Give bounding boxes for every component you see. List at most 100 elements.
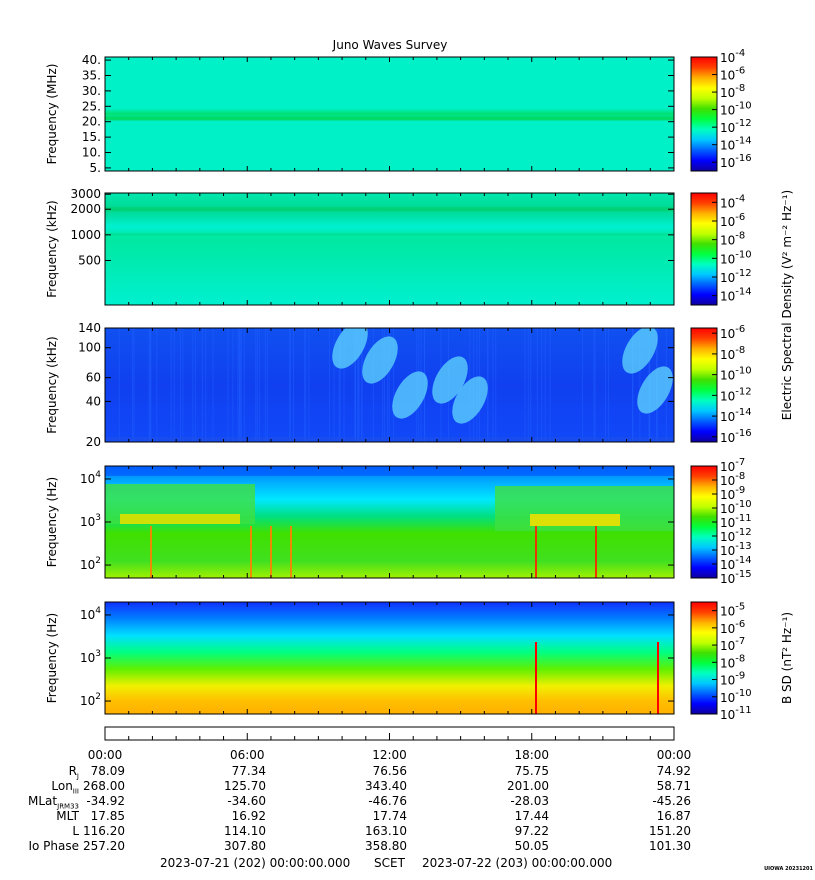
ephemeris-value: 75.75 bbox=[514, 764, 549, 778]
colorbar-4: 10-710-810-910-1010-1110-1210-1310-1410-… bbox=[690, 457, 752, 586]
ephemeris-label-4: L bbox=[72, 824, 79, 838]
time-tick-label: 00:00 bbox=[88, 748, 123, 762]
colorbar-tick-label: 10-7 bbox=[720, 457, 745, 474]
footer-end-time: 2023-07-22 (203) 00:00:00.000 bbox=[422, 856, 613, 870]
ephemeris-value: 16.87 bbox=[656, 809, 691, 823]
ephemeris-value: 257.20 bbox=[83, 839, 125, 853]
electric-colorbar-title: Electric Spectral Density (V² m⁻² Hz⁻¹) bbox=[780, 190, 794, 420]
ephemeris-value: 50.05 bbox=[514, 839, 549, 853]
colorbar-tick-label: 10-6 bbox=[720, 66, 745, 83]
colorbar-tick-label: 10-16 bbox=[720, 153, 752, 170]
spectrogram-image-1 bbox=[105, 57, 674, 171]
spectrogram-panel-1: 5.10. 15.20. 25.30. 35.40. Frequency (MHz) 10… bbox=[45, 48, 752, 175]
ephemeris-value: 163.10 bbox=[365, 824, 407, 838]
ephemeris-value: 97.22 bbox=[514, 824, 549, 838]
ytick-label: 103 bbox=[80, 649, 101, 665]
colorbar-tick-label: 10-5 bbox=[720, 602, 745, 619]
ytick-label: 20 bbox=[86, 435, 101, 449]
colorbar-tick-label: 10-15 bbox=[720, 569, 752, 586]
y-axis-label: Frequency (Hz) bbox=[45, 613, 59, 704]
ephemeris-value: 76.56 bbox=[372, 764, 407, 778]
ephemeris-label-5: Io Phase bbox=[28, 839, 79, 853]
colorbar-tick-label: 10-12 bbox=[720, 268, 752, 285]
y-axis-label: Frequency (kHz) bbox=[45, 336, 59, 433]
ytick-label: 40. bbox=[82, 53, 101, 67]
ephemeris-label-3: MLT bbox=[56, 809, 79, 823]
figure-title: Juno Waves Survey bbox=[332, 38, 448, 52]
ytick-label: 103 bbox=[80, 513, 101, 529]
ephemeris-label-2: MLatJRM33 bbox=[28, 794, 79, 811]
footer-start-time: 2023-07-21 (202) 00:00:00.000 bbox=[160, 856, 351, 870]
colorbar-tick-label: 10-9 bbox=[720, 671, 745, 688]
colorbar-tick-label: 10-13 bbox=[720, 541, 752, 558]
ephemeris-value: 17.85 bbox=[90, 809, 125, 823]
ephemeris-value: 78.09 bbox=[90, 764, 125, 778]
ephemeris-value: -45.26 bbox=[652, 794, 691, 808]
time-tick-label: 18:00 bbox=[514, 748, 549, 762]
ephemeris-value: 268.00 bbox=[83, 779, 125, 793]
colorbar-tick-label: 10-6 bbox=[720, 212, 745, 229]
y-axis-label: Frequency (kHz) bbox=[45, 200, 59, 297]
ytick-label: 104 bbox=[80, 470, 101, 486]
ephemeris-value: 58.71 bbox=[656, 779, 691, 793]
ytick-label: 500 bbox=[78, 253, 101, 267]
colorbar-tick-label: 10-16 bbox=[720, 428, 752, 445]
ytick-label: 102 bbox=[80, 556, 101, 572]
colorbar-3: 10-6 10-8 10-10 10-12 10-14 10-16 bbox=[690, 324, 752, 445]
ephemeris-value: 17.44 bbox=[514, 809, 549, 823]
colorbar-tick-label: 10-10 bbox=[720, 249, 752, 266]
ytick-label: 10. bbox=[82, 146, 101, 160]
spectrogram-panel-4: 104 103 102 Frequency (Hz) 10-710-810-910-10… bbox=[45, 457, 752, 586]
ephemeris-value: 358.80 bbox=[365, 839, 407, 853]
colorbar-tick-label: 10-10 bbox=[720, 366, 752, 383]
ephemeris-value: -28.03 bbox=[510, 794, 549, 808]
ephemeris-value: 16.92 bbox=[231, 809, 266, 823]
ephemeris-value: 125.70 bbox=[224, 779, 266, 793]
colorbar-tick-label: 10-12 bbox=[720, 118, 752, 135]
colorbar-tick-label: 10-8 bbox=[720, 231, 745, 248]
colorbar-tick-label: 10-14 bbox=[720, 407, 752, 424]
ytick-label: 1000 bbox=[70, 228, 101, 242]
ytick-label: 104 bbox=[80, 606, 101, 622]
ephemeris-label-1: LonIII bbox=[51, 779, 79, 796]
colorbar-tick-label: 10-10 bbox=[720, 688, 752, 705]
colorbar-tick-label: 10-10 bbox=[720, 101, 752, 118]
time-tick-label: 00:00 bbox=[657, 748, 692, 762]
colorbar-tick-label: 10-8 bbox=[720, 345, 745, 362]
colorbar-tick-label: 10-14 bbox=[720, 136, 752, 153]
ephemeris-value: 77.34 bbox=[231, 764, 266, 778]
ephemeris-value: 201.00 bbox=[507, 779, 549, 793]
colorbar-tick-label: 10-4 bbox=[720, 48, 745, 65]
ephemeris-value: -46.76 bbox=[368, 794, 407, 808]
colorbar-tick-label: 10-11 bbox=[720, 513, 752, 530]
ytick-label: 40 bbox=[86, 394, 101, 408]
ytick-label: 15. bbox=[82, 130, 101, 144]
ephemeris-value: 114.10 bbox=[224, 824, 266, 838]
footer-scet-label: SCET bbox=[374, 856, 405, 870]
colorbar-tick-label: 10-8 bbox=[720, 83, 745, 100]
spectrogram-image-5 bbox=[105, 602, 674, 714]
ephemeris-value: 307.80 bbox=[224, 839, 266, 853]
colorbar-tick-label: 10-6 bbox=[720, 619, 745, 636]
ytick-label: 30. bbox=[82, 84, 101, 98]
y-axis-label: Frequency (MHz) bbox=[45, 64, 59, 165]
ephemeris-value: 343.40 bbox=[365, 779, 407, 793]
colorbar-tick-label: 10-12 bbox=[720, 527, 752, 544]
colorbar-tick-label: 10-8 bbox=[720, 471, 745, 488]
ephemeris-value: 101.30 bbox=[649, 839, 691, 853]
colorbar-tick-label: 10-14 bbox=[720, 555, 752, 572]
ytick-label: 140 bbox=[78, 321, 101, 335]
y-axis-label: Frequency (Hz) bbox=[45, 477, 59, 568]
colorbar-tick-label: 10-8 bbox=[720, 653, 745, 670]
ytick-label: 25. bbox=[82, 99, 101, 113]
colorbar-tick-label: 10-10 bbox=[720, 499, 752, 516]
colorbar-tick-label: 10-11 bbox=[720, 705, 752, 722]
ytick-label: 35. bbox=[82, 68, 101, 82]
colorbar-tick-label: 10-14 bbox=[720, 287, 752, 304]
colorbar-tick-label: 10-4 bbox=[720, 193, 745, 210]
